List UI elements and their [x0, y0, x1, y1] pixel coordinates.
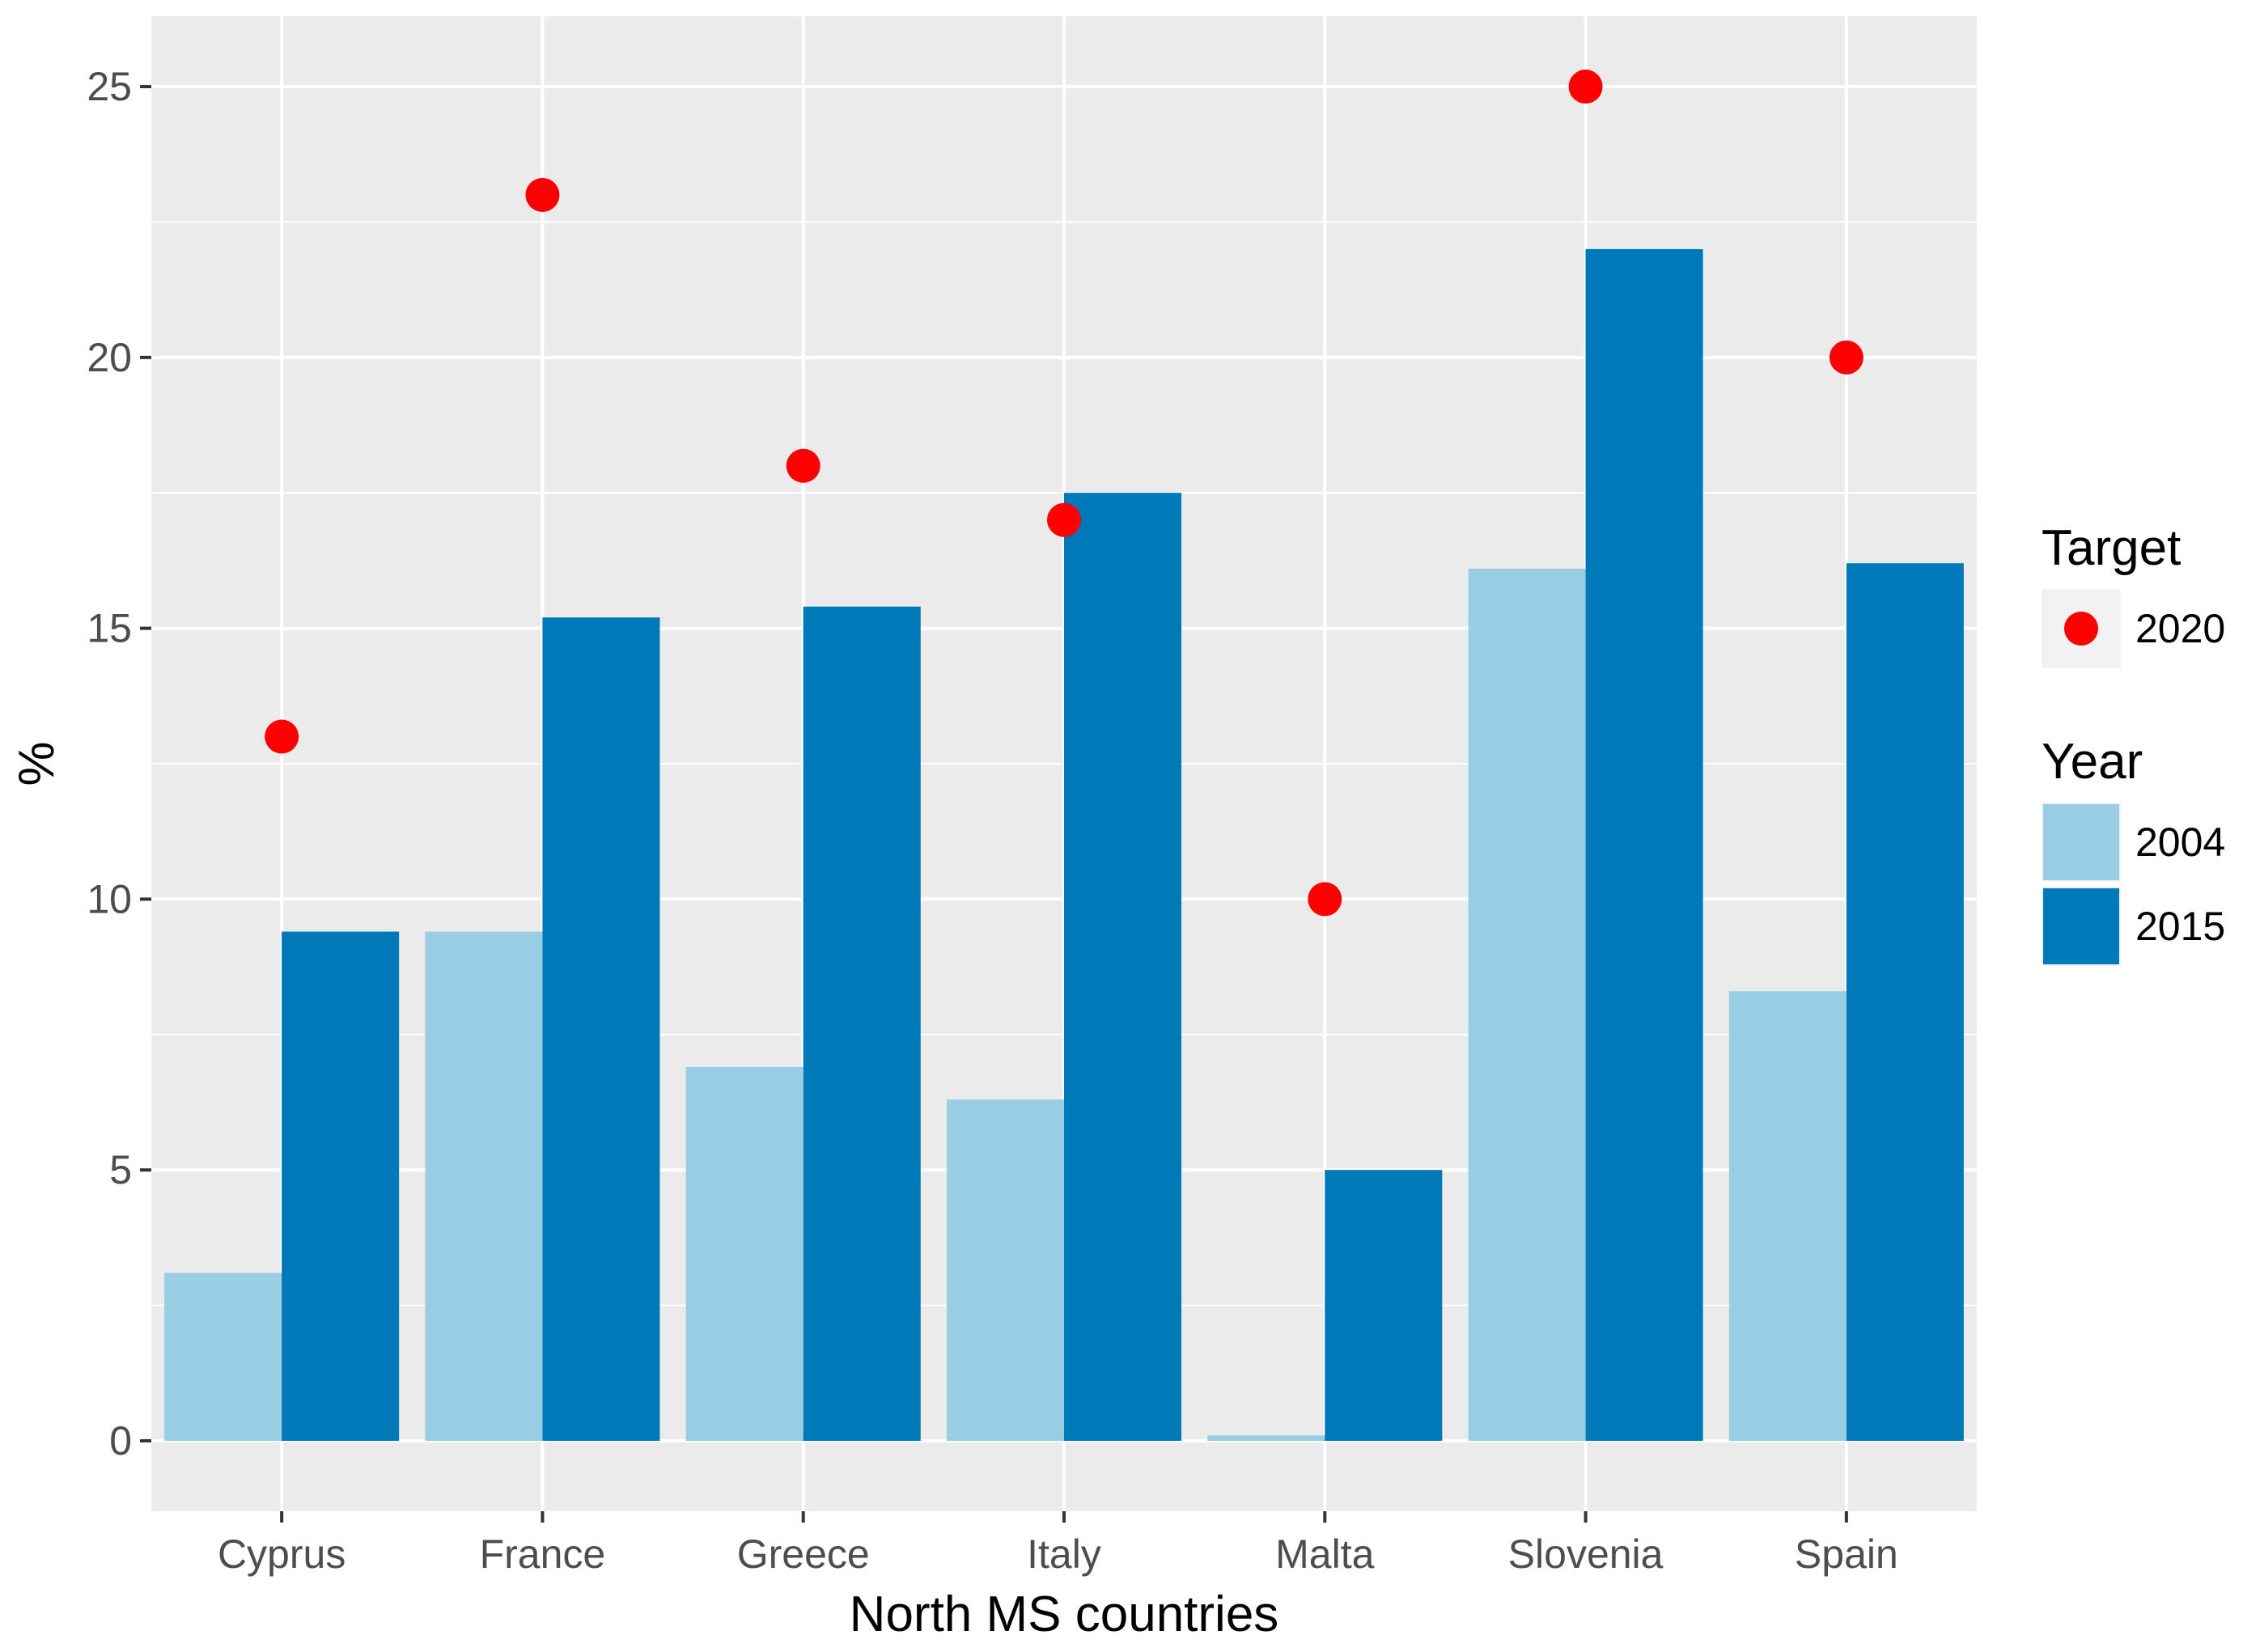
y-tick-label: 10 [87, 876, 132, 921]
legend-label: 2020 [2135, 606, 2225, 651]
target-point-slovenia [1568, 70, 1603, 104]
x-axis-title: North MS countries [850, 1586, 1279, 1642]
target-point-italy [1047, 502, 1081, 537]
y-tick-label: 0 [109, 1418, 132, 1464]
bar-2015-greece [803, 606, 921, 1441]
bar-2004-slovenia [1468, 568, 1586, 1441]
bar-2004-france [425, 931, 543, 1441]
y-tick-label: 5 [109, 1147, 132, 1192]
target-points [265, 70, 1864, 917]
x-axis: Cyprus France Greece Italy Malta Slovenia Spai… [218, 1511, 1898, 1577]
x-tick-label: Italy [1027, 1531, 1101, 1577]
x-tick-label: Cyprus [218, 1531, 346, 1577]
y-tick-label: 25 [87, 64, 132, 109]
bar-2004-greece [685, 1066, 803, 1441]
bar-2004-malta [1207, 1435, 1325, 1441]
target-point-spain [1829, 340, 1864, 375]
y-axis-title: % [9, 741, 65, 786]
bar-2004-cyprus [164, 1273, 282, 1441]
bar-2015-malta [1325, 1170, 1443, 1441]
target-point-malta [1308, 882, 1342, 917]
bar-2015-slovenia [1585, 248, 1703, 1441]
legend-label: 2015 [2135, 904, 2225, 949]
x-tick-label: France [480, 1531, 606, 1577]
bar-2015-spain [1846, 563, 1964, 1441]
x-tick-label: Malta [1275, 1531, 1374, 1577]
legend-label: 2004 [2135, 820, 2225, 865]
bars [164, 248, 1964, 1441]
x-tick-label: Slovenia [1508, 1531, 1664, 1577]
target-point-greece [786, 448, 820, 483]
legend-title: Target [2042, 520, 2181, 576]
target-point-france [525, 177, 560, 212]
legend: Target 2020 Year 2004 2015 [2042, 520, 2225, 966]
bar-2015-cyprus [282, 931, 400, 1441]
legend-title: Year [2042, 734, 2143, 790]
bar-2015-france [542, 617, 660, 1441]
y-axis: 0 5 10 15 20 25 [87, 64, 151, 1464]
x-tick-label: Spain [1795, 1531, 1898, 1577]
legend-fill-key [2043, 804, 2119, 880]
x-tick-label: Greece [737, 1531, 870, 1577]
legend-point-key [2064, 612, 2098, 646]
y-tick-label: 20 [87, 335, 132, 380]
bar-2004-italy [946, 1099, 1064, 1441]
target-point-cyprus [265, 719, 299, 754]
legend-fill-key [2043, 888, 2119, 964]
bar-2004-spain [1728, 991, 1847, 1441]
bar-2015-italy [1064, 493, 1182, 1441]
y-tick-label: 15 [87, 606, 132, 651]
